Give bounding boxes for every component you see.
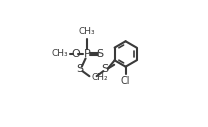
Text: Cl: Cl <box>121 76 130 86</box>
Text: P: P <box>83 49 90 59</box>
Text: CH₃: CH₃ <box>79 27 95 36</box>
Text: CH₂: CH₂ <box>91 73 108 82</box>
Text: S: S <box>96 49 104 59</box>
Text: S: S <box>76 64 83 74</box>
Text: O: O <box>71 49 80 59</box>
Text: S: S <box>102 64 109 74</box>
Text: CH₃: CH₃ <box>51 50 68 58</box>
